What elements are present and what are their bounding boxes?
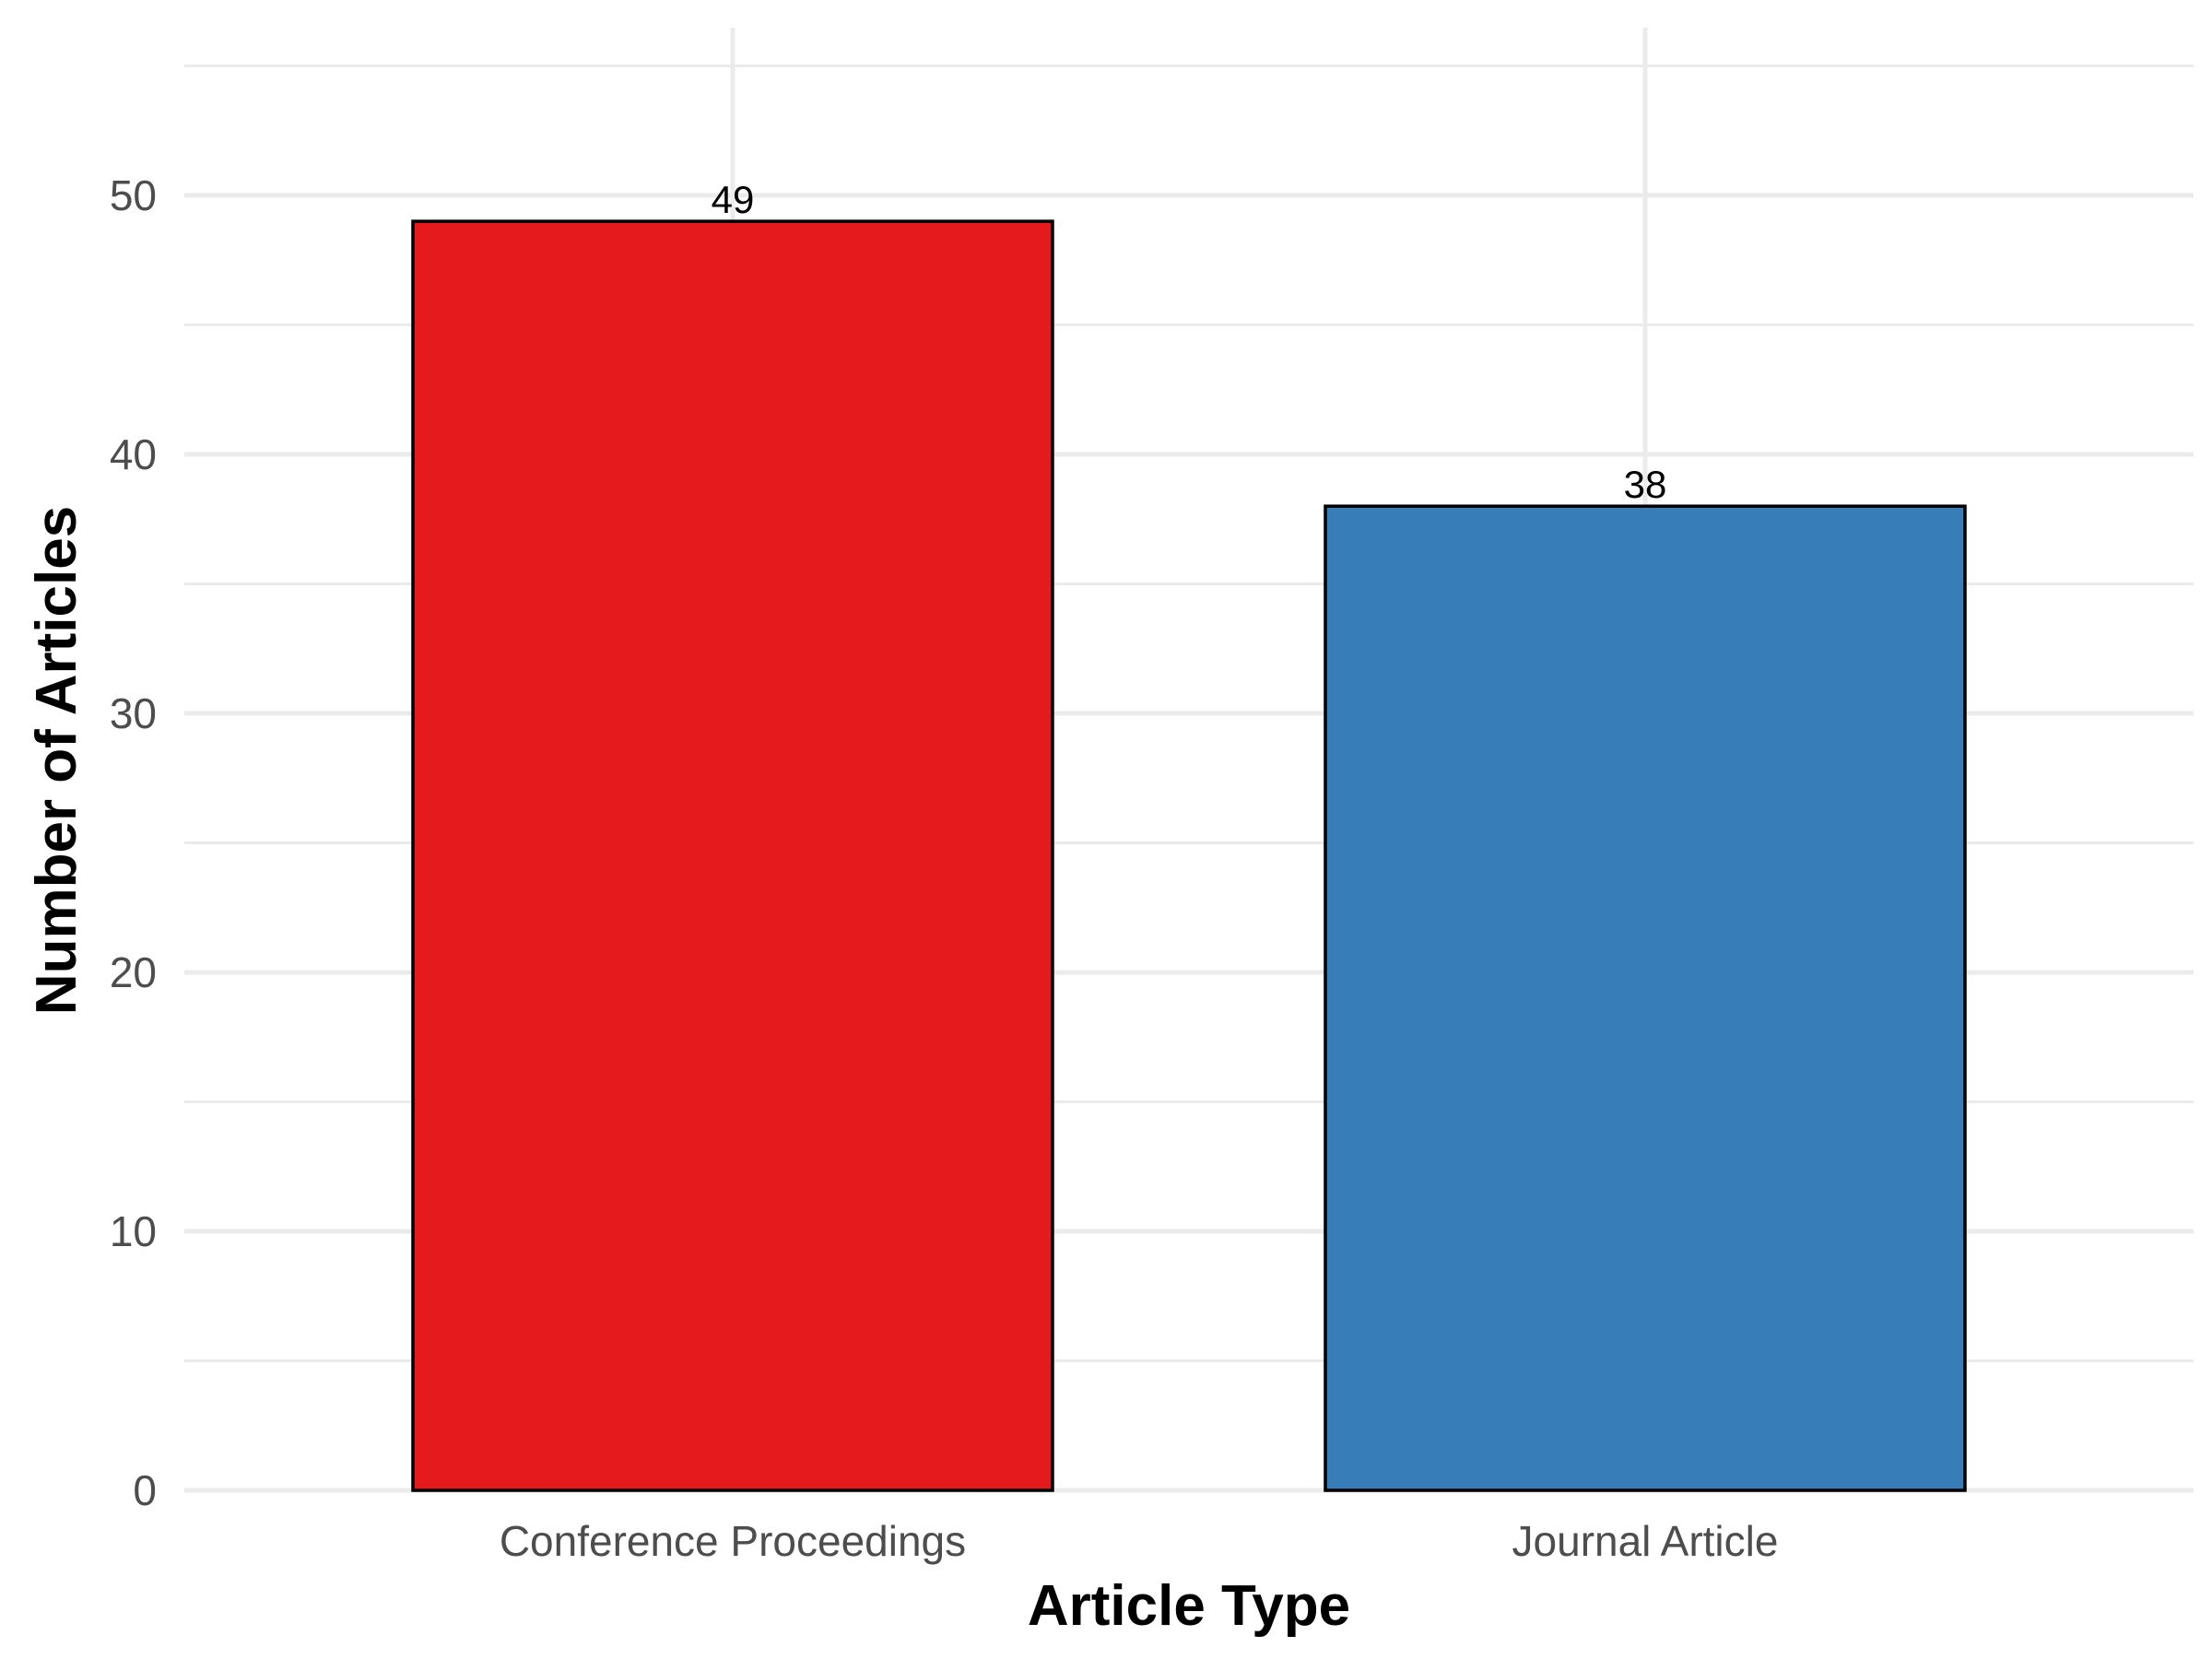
y-tick-label: 50 xyxy=(110,171,157,219)
x-axis-title: Article Type xyxy=(1028,1574,1350,1638)
data-label: 49 xyxy=(712,178,755,221)
y-tick-label: 30 xyxy=(110,689,157,737)
data-labels: 49 38 xyxy=(712,178,1667,506)
x-tick-label: Journal Article xyxy=(1512,1517,1779,1565)
bars xyxy=(411,219,1967,1492)
y-axis-ticks: 0 10 20 30 40 50 xyxy=(110,171,157,1514)
bar-journal-article xyxy=(1324,504,1967,1492)
y-tick-label: 0 xyxy=(133,1466,157,1514)
y-axis-title: Number of Articles xyxy=(25,506,88,1015)
bar-conference-proceedings xyxy=(411,219,1054,1492)
data-label: 38 xyxy=(1624,463,1667,506)
x-axis-ticks: Conference Proceedings Journal Article xyxy=(500,1517,1779,1565)
y-tick-label: 40 xyxy=(110,430,157,478)
x-tick-label: Conference Proceedings xyxy=(500,1517,966,1565)
y-tick-label: 20 xyxy=(110,948,157,996)
y-tick-label: 10 xyxy=(110,1207,157,1255)
